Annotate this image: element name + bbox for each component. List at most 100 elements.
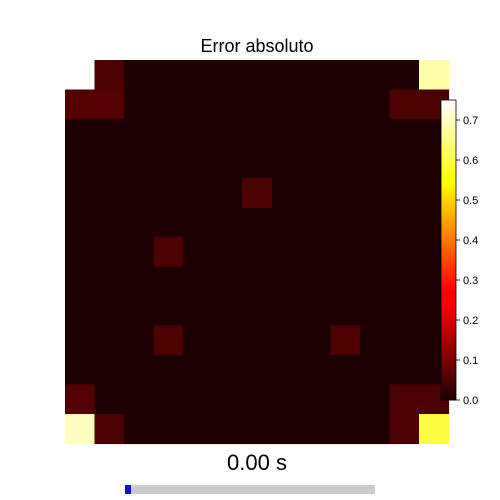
heatmap-cell: [124, 237, 155, 268]
heatmap-cell: [212, 414, 243, 445]
colorbar-segment: [441, 398, 456, 401]
heatmap-cell: [330, 237, 361, 268]
colorbar-segment: [441, 238, 456, 241]
heatmap-cell: [183, 266, 214, 297]
heatmap-cell: [301, 237, 332, 268]
heatmap-cell: [212, 384, 243, 415]
heatmap-cell: [389, 355, 420, 386]
heatmap-cell: [330, 384, 361, 415]
heatmap-cell: [271, 178, 302, 209]
colorbar-segment: [441, 100, 456, 103]
colorbar-segment: [441, 246, 456, 249]
heatmap-cell: [65, 414, 96, 445]
colorbar-segment: [441, 146, 456, 149]
colorbar-segment: [441, 134, 456, 137]
heatmap-cell: [124, 296, 155, 327]
colorbar-segment: [441, 304, 456, 307]
colorbar-segment: [441, 258, 456, 261]
heatmap-cell: [301, 384, 332, 415]
colorbar-segment: [441, 190, 456, 193]
heatmap-cell: [153, 355, 184, 386]
heatmap-cell: [153, 414, 184, 445]
colorbar-segment: [441, 184, 456, 187]
heatmap-cell: [389, 384, 420, 415]
heatmap-cell: [360, 414, 391, 445]
colorbar-segment: [441, 198, 456, 201]
colorbar-segment: [441, 180, 456, 183]
colorbar-segment: [441, 272, 456, 275]
colorbar-segment: [441, 230, 456, 233]
colorbar-segment: [441, 138, 456, 141]
heatmap-cell: [271, 296, 302, 327]
heatmap-cell: [271, 207, 302, 238]
colorbar-segment: [441, 128, 456, 131]
heatmap-cell: [183, 178, 214, 209]
heatmap-cell: [153, 384, 184, 415]
colorbar-segment: [441, 244, 456, 247]
colorbar-segment: [441, 356, 456, 359]
heatmap-cell: [389, 60, 420, 91]
colorbar-tick-label: 0.3: [463, 275, 478, 287]
colorbar-segment: [441, 374, 456, 377]
heatmap-cell: [212, 89, 243, 120]
heatmap-cell: [389, 89, 420, 120]
colorbar-segment: [441, 158, 456, 161]
colorbar-segment: [441, 266, 456, 269]
heatmap-cell: [301, 119, 332, 150]
colorbar-segment: [441, 224, 456, 227]
heatmap-cell: [271, 237, 302, 268]
heatmap-cell: [183, 60, 214, 91]
colorbar-segment: [441, 318, 456, 321]
colorbar-segment: [441, 380, 456, 383]
colorbar-segment: [441, 168, 456, 171]
colorbar-segment: [441, 250, 456, 253]
heatmap-cell: [94, 148, 125, 179]
time-slider-handle[interactable]: [125, 485, 131, 494]
heatmap-cell: [212, 325, 243, 356]
heatmap-cell: [330, 89, 361, 120]
heatmap-cell: [124, 414, 155, 445]
colorbar: 0.0 0.1 0.2 0.3 0.4 0.5 0.6 0.7: [440, 99, 478, 407]
heatmap-cell: [242, 266, 273, 297]
time-slider-track[interactable]: [125, 485, 375, 494]
heatmap-cell: [242, 296, 273, 327]
colorbar-segment: [441, 178, 456, 181]
colorbar-segment: [441, 284, 456, 287]
colorbar-segment: [441, 298, 456, 301]
heatmap-cell: [212, 207, 243, 238]
heatmap-cells: [65, 60, 450, 445]
heatmap-cell: [94, 384, 125, 415]
colorbar-segment: [441, 154, 456, 157]
heatmap-cell: [212, 355, 243, 386]
colorbar-segment: [441, 104, 456, 107]
colorbar-segment: [441, 372, 456, 375]
heatmap-cell: [65, 207, 96, 238]
heatmap-cell: [242, 237, 273, 268]
heatmap-cell: [94, 237, 125, 268]
heatmap-cell: [65, 325, 96, 356]
colorbar-tick-label: 0.5: [463, 195, 478, 207]
heatmap-cell: [360, 119, 391, 150]
colorbar-segment: [441, 216, 456, 219]
colorbar-tick-label: 0.0: [463, 395, 478, 407]
heatmap-cell: [212, 178, 243, 209]
colorbar-segment: [441, 242, 456, 245]
colorbar-segment: [441, 204, 456, 207]
heatmap-cell: [183, 384, 214, 415]
heatmap-cell: [271, 89, 302, 120]
heatmap-cell: [183, 237, 214, 268]
heatmap-cell: [301, 89, 332, 120]
colorbar-segment: [441, 274, 456, 277]
heatmap-cell: [389, 325, 420, 356]
colorbar-segment: [441, 378, 456, 381]
heatmap-cell: [124, 119, 155, 150]
heatmap-cell: [124, 325, 155, 356]
colorbar-segment: [441, 232, 456, 235]
heatmap-cell: [360, 60, 391, 91]
colorbar-segment: [441, 280, 456, 283]
colorbar-segment: [441, 252, 456, 255]
colorbar-segment: [441, 210, 456, 213]
colorbar-segment: [441, 234, 456, 237]
heatmap-cell: [360, 325, 391, 356]
heatmap-cell: [330, 148, 361, 179]
